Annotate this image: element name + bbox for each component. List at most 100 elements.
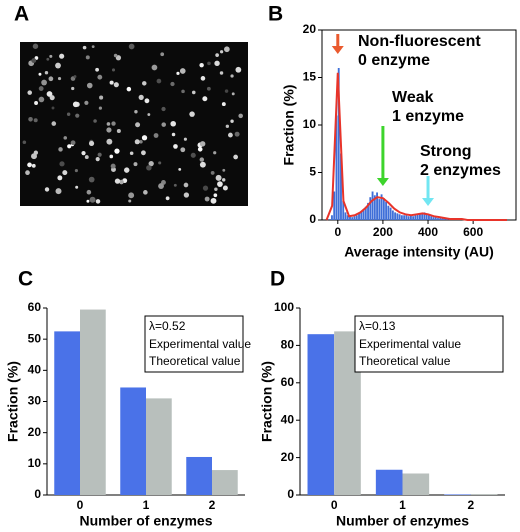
spot: [119, 179, 124, 185]
spot: [71, 86, 75, 91]
spot: [75, 185, 79, 189]
histogram-bar: [355, 215, 358, 220]
spot: [142, 81, 147, 86]
spot: [82, 45, 87, 50]
bar: [212, 470, 238, 495]
annotation: Strong: [420, 143, 472, 160]
spot: [179, 68, 186, 74]
bar: [444, 494, 471, 495]
spot: [114, 178, 121, 184]
spot: [215, 174, 222, 181]
spot: [178, 167, 182, 171]
histogram-bar: [353, 216, 356, 220]
spot: [106, 127, 112, 133]
x-axis-title: Number of enzymes: [79, 513, 212, 529]
spot: [31, 163, 36, 168]
spot: [173, 183, 177, 187]
spot: [109, 80, 114, 85]
spot: [197, 146, 203, 152]
x-tick-label: 400: [418, 225, 438, 239]
histogram-bar: [342, 201, 345, 220]
spot: [144, 98, 150, 104]
spot: [113, 53, 118, 58]
spot: [235, 66, 242, 73]
spot: [128, 192, 135, 199]
spot: [230, 119, 234, 123]
histogram-bar: [358, 213, 360, 220]
y-tick-label: 0: [34, 487, 41, 501]
spot: [224, 46, 230, 53]
bar: [80, 309, 106, 495]
spot: [34, 56, 39, 60]
spot: [156, 78, 162, 84]
histogram-bar: [432, 217, 435, 220]
spot: [141, 150, 146, 156]
histogram-bar: [423, 212, 426, 220]
y-tick-label: 5: [309, 165, 316, 179]
spot: [109, 154, 114, 159]
spot: [141, 135, 148, 141]
spot: [34, 101, 39, 105]
spot: [89, 196, 96, 203]
histogram-bar: [414, 215, 417, 220]
y-axis-title: Fraction (%): [5, 361, 21, 442]
y-tick-label: 0: [287, 487, 294, 501]
spot: [199, 141, 206, 147]
spot: [57, 175, 63, 181]
legend-entry: Experimental value: [359, 337, 461, 351]
histogram-bar: [400, 215, 403, 220]
histogram-bar: [362, 209, 365, 220]
histogram-bar: [441, 218, 444, 220]
histogram-bar: [351, 217, 354, 220]
y-tick-label: 60: [281, 375, 295, 389]
spot: [51, 106, 55, 110]
spot: [138, 94, 144, 100]
histogram-bar: [337, 68, 340, 220]
fit-line: [325, 72, 507, 221]
spot: [202, 185, 209, 191]
spot: [181, 89, 185, 94]
spot: [116, 128, 121, 134]
annotation-arrowhead: [331, 46, 344, 54]
y-tick-label: 60: [28, 300, 42, 314]
histogram-bar: [385, 201, 388, 220]
histogram-bar: [367, 202, 369, 220]
histogram-bar: [437, 218, 439, 220]
x-tick-label: 0: [77, 498, 84, 512]
spot: [170, 120, 176, 127]
histogram-bar: [430, 216, 433, 220]
spot: [44, 71, 49, 75]
bar: [307, 334, 335, 495]
y-axis-title: Fraction (%): [281, 85, 297, 166]
panel-label: D: [270, 268, 285, 291]
spot: [62, 170, 68, 176]
histogram-bar: [389, 207, 392, 220]
spot: [199, 161, 206, 168]
spot: [133, 162, 138, 167]
y-tick-label: 50: [28, 331, 42, 345]
legend-box: [354, 315, 504, 373]
y-tick-label: 20: [28, 425, 42, 439]
spot: [147, 113, 151, 116]
spot: [70, 140, 76, 146]
spot: [148, 160, 154, 167]
histogram-bar: [412, 216, 415, 220]
spot: [171, 132, 176, 137]
x-tick-label: 1: [143, 498, 150, 512]
y-tick-label: 10: [28, 456, 42, 470]
spot: [85, 55, 90, 60]
spot: [151, 64, 158, 71]
spot: [95, 157, 100, 162]
spot: [128, 43, 135, 50]
x-tick-label: 1: [399, 498, 406, 512]
spot: [210, 197, 217, 204]
spot: [200, 76, 206, 81]
histogram-bar: [434, 217, 437, 220]
spot: [126, 86, 132, 92]
bar: [186, 456, 212, 495]
annotation: 0 enzyme: [358, 52, 430, 69]
spot: [93, 119, 97, 123]
histogram-bar: [407, 216, 410, 220]
spot: [153, 133, 159, 138]
spot: [88, 176, 95, 183]
